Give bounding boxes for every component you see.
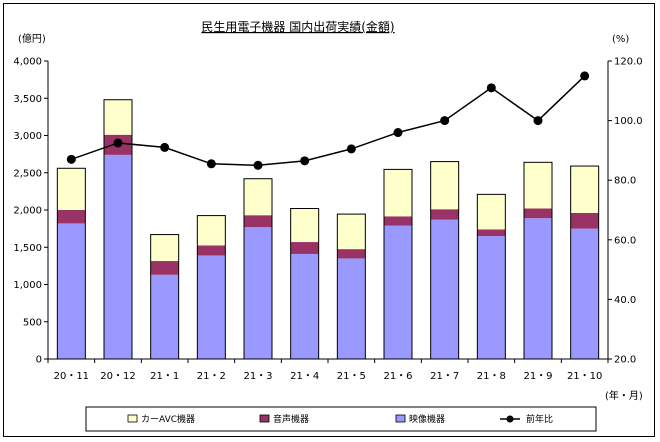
left-tick-label: 3,500 bbox=[13, 94, 42, 105]
x-tick-label: 21・6 bbox=[383, 371, 412, 382]
yoy-point-6 bbox=[346, 144, 356, 154]
left-tick-label: 500 bbox=[23, 317, 42, 328]
bar-1-0 bbox=[57, 210, 86, 224]
bar-2-0 bbox=[57, 168, 86, 210]
x-tick-label: 20・11 bbox=[54, 371, 89, 382]
line-layer bbox=[66, 71, 590, 170]
right-axis-unit: (%) bbox=[612, 34, 629, 45]
x-tick-label: 21・7 bbox=[430, 371, 459, 382]
right-tick-label: 120.0 bbox=[614, 57, 643, 68]
yoy-point-5 bbox=[300, 156, 310, 166]
bar-1-8 bbox=[430, 209, 459, 220]
bar-1-4 bbox=[244, 215, 272, 228]
bar-1-6 bbox=[337, 249, 366, 259]
yoy-point-10 bbox=[533, 116, 543, 126]
left-tick-label: 1,500 bbox=[13, 243, 42, 254]
bar-2-7 bbox=[384, 169, 412, 217]
bar-2-2 bbox=[150, 234, 179, 262]
chart-title: 民生用電子機器 国内出荷実績(金額) bbox=[201, 19, 394, 34]
bar-1-3 bbox=[197, 245, 226, 256]
yoy-point-0 bbox=[66, 154, 76, 164]
left-tick-label: 4,000 bbox=[13, 57, 42, 68]
bar-0-9 bbox=[477, 236, 506, 359]
bar-2-10 bbox=[524, 162, 552, 209]
yoy-point-2 bbox=[160, 142, 170, 152]
right-tick-label: 80.0 bbox=[614, 176, 636, 187]
legend-marker bbox=[506, 415, 514, 423]
x-tick-label: 21・3 bbox=[243, 371, 272, 382]
bar-0-5 bbox=[290, 253, 319, 359]
left-tick-label: 1,000 bbox=[13, 280, 42, 291]
x-tick-label: 20・12 bbox=[100, 371, 135, 382]
left-axis-unit: (億円) bbox=[18, 32, 46, 45]
bar-0-1 bbox=[104, 154, 132, 359]
x-tick-label: 21・2 bbox=[197, 371, 226, 382]
legend: カーAVC機器 音声機器 映像機器 前年比 bbox=[85, 406, 597, 432]
x-tick-label: 21・8 bbox=[477, 371, 506, 382]
bar-2-4 bbox=[244, 178, 272, 216]
bar-0-3 bbox=[197, 255, 226, 359]
legend-label-1: 音声機器 bbox=[273, 413, 309, 425]
bar-1-2 bbox=[150, 261, 179, 275]
yoy-line bbox=[71, 75, 586, 167]
legend-label-0: カーAVC機器 bbox=[141, 413, 195, 425]
x-tick-label: 21・9 bbox=[523, 371, 552, 382]
legend-swatch-1 bbox=[259, 414, 270, 423]
yoy-point-4 bbox=[253, 160, 263, 170]
bar-2-1 bbox=[104, 99, 132, 135]
bar-2-3 bbox=[197, 215, 226, 246]
bar-0-8 bbox=[430, 219, 459, 359]
bar-2-11 bbox=[570, 166, 599, 213]
bar-0-10 bbox=[524, 218, 552, 359]
bar-2-9 bbox=[477, 194, 506, 230]
right-tick-label: 60.0 bbox=[614, 235, 636, 246]
bar-0-6 bbox=[337, 258, 366, 359]
bar-1-5 bbox=[290, 242, 319, 254]
bar-0-7 bbox=[384, 225, 412, 359]
right-tick-label: 40.0 bbox=[614, 295, 636, 306]
x-tick-label: 21・10 bbox=[567, 371, 602, 382]
right-tick-label: 20.0 bbox=[614, 355, 636, 366]
yoy-point-9 bbox=[486, 83, 496, 93]
bar-0-0 bbox=[57, 223, 86, 359]
bar-1-11 bbox=[570, 212, 599, 229]
bar-2-8 bbox=[430, 161, 459, 210]
legend-label-3: 前年比 bbox=[526, 413, 553, 425]
legend-swatch-0 bbox=[127, 414, 138, 423]
bar-1-7 bbox=[384, 216, 412, 226]
left-tick-label: 2,000 bbox=[13, 206, 42, 217]
bar-0-4 bbox=[244, 227, 272, 359]
x-axis-unit: (年・月) bbox=[605, 389, 643, 402]
bars-layer bbox=[56, 99, 600, 360]
x-tick-label: 21・4 bbox=[290, 371, 319, 382]
bar-0-11 bbox=[570, 228, 599, 359]
left-tick-label: 3,000 bbox=[13, 131, 42, 142]
yoy-point-11 bbox=[580, 71, 590, 81]
yoy-point-8 bbox=[440, 116, 450, 126]
left-tick-label: 0 bbox=[36, 355, 42, 366]
yoy-point-7 bbox=[393, 128, 403, 138]
bar-2-6 bbox=[337, 214, 366, 250]
bar-0-2 bbox=[150, 274, 179, 359]
bar-1-9 bbox=[477, 229, 506, 237]
legend-swatch-2 bbox=[395, 414, 406, 423]
yoy-point-1 bbox=[113, 138, 123, 148]
x-tick-label: 21・5 bbox=[337, 371, 366, 382]
ticks-layer: 0 500 1,000 1,500 2,000 2,500 3,000 3,500 4,000 2… bbox=[13, 57, 642, 383]
yoy-point-3 bbox=[206, 159, 216, 169]
right-tick-label: 100.0 bbox=[614, 116, 643, 127]
legend-label-2: 映像機器 bbox=[409, 413, 445, 425]
left-tick-label: 2,500 bbox=[13, 168, 42, 179]
bar-2-5 bbox=[290, 208, 319, 243]
x-tick-label: 21・1 bbox=[150, 371, 179, 382]
bar-1-10 bbox=[524, 208, 552, 219]
